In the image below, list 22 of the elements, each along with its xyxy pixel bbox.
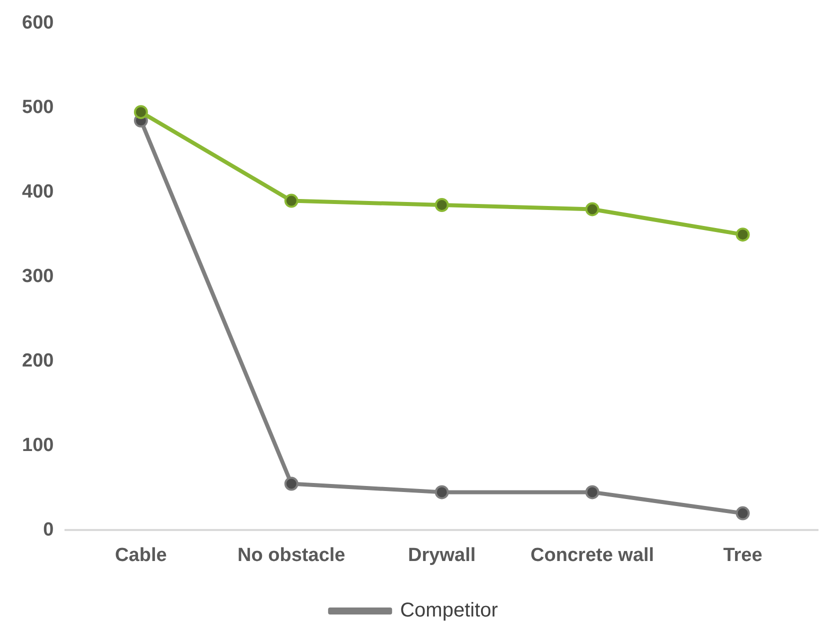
y-tick-label: 300 bbox=[22, 266, 54, 288]
x-tick-label: Concrete wall bbox=[530, 544, 654, 566]
point bbox=[585, 485, 600, 500]
x-tick-label: Drywall bbox=[408, 544, 476, 566]
point bbox=[585, 202, 600, 216]
point bbox=[736, 506, 750, 520]
point bbox=[284, 476, 298, 491]
point bbox=[284, 194, 298, 208]
x-tick-label: Tree bbox=[723, 544, 762, 566]
y-tick-label: 100 bbox=[22, 434, 54, 456]
legend-label: Competitor bbox=[400, 600, 498, 622]
x-tick-label: Cable bbox=[115, 544, 167, 566]
point bbox=[434, 485, 449, 500]
y-tick-label: 0 bbox=[43, 519, 54, 540]
point bbox=[736, 228, 750, 242]
point bbox=[134, 105, 148, 120]
x-tick-label: No obstacle bbox=[238, 544, 346, 566]
y-tick-label: 600 bbox=[22, 12, 54, 34]
y-tick-label: 200 bbox=[22, 350, 54, 372]
y-tick-label: 400 bbox=[22, 182, 54, 203]
point bbox=[434, 198, 449, 212]
y-tick-label: 500 bbox=[22, 97, 54, 118]
